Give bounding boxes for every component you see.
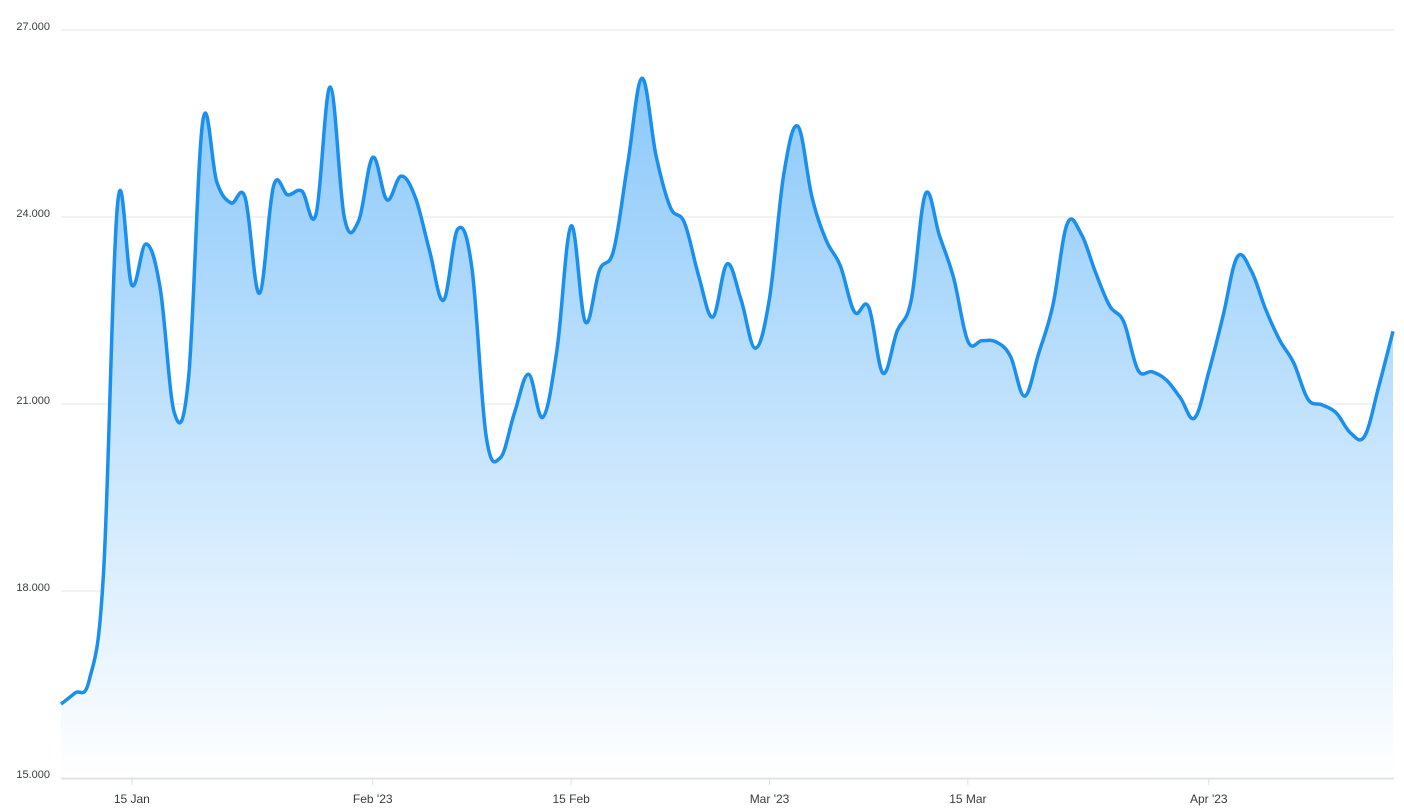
y-tick-label: 18.000 [16, 582, 50, 594]
line [59, 76, 1395, 706]
y-tick-label: 21.000 [16, 395, 50, 407]
x-tick-label: 15 Jan [114, 792, 150, 806]
x-tick-label: Mar '23 [750, 792, 790, 806]
area [61, 78, 1393, 778]
x-tick-label: 15 Mar [949, 792, 986, 806]
x-tick-label: Feb '23 [353, 792, 393, 806]
x-tick-label: Apr '23 [1190, 792, 1228, 806]
y-tick-label: 27.000 [16, 21, 50, 33]
y-tick-label: 15.000 [16, 769, 50, 781]
y-tick-label: 24.000 [16, 208, 50, 220]
x-tick-label: 15 Feb [552, 792, 590, 806]
